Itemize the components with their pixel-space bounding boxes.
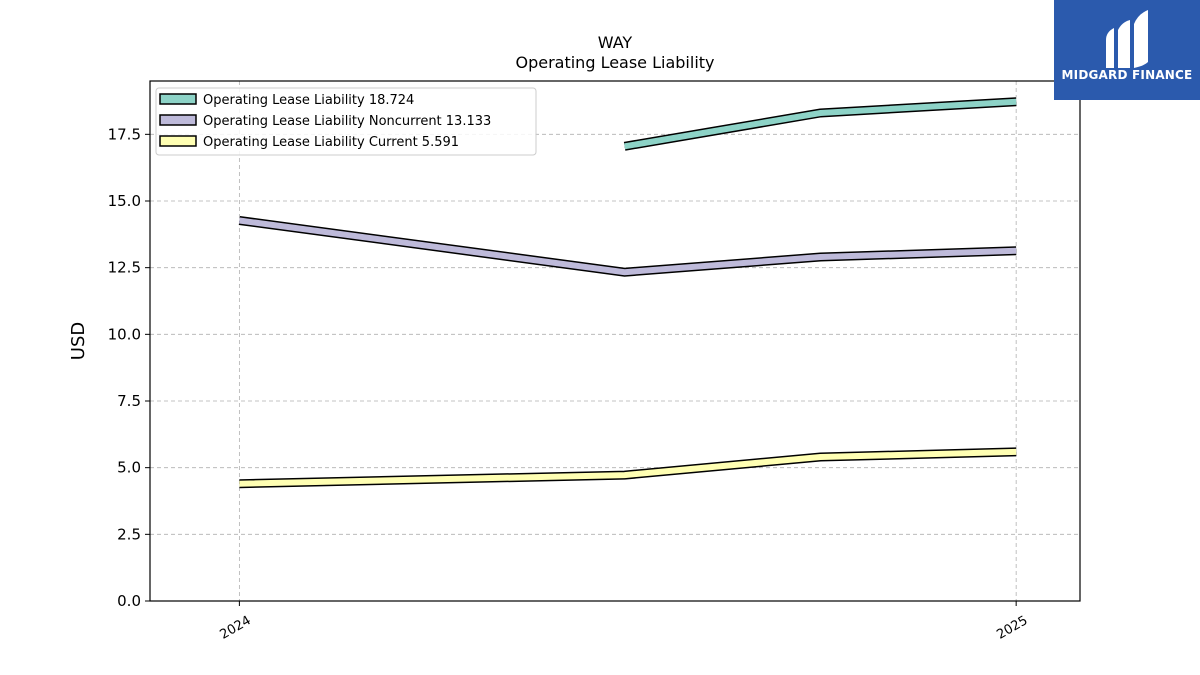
legend: Operating Lease Liability 18.724 Operatin… <box>155 87 537 156</box>
y-tick-label: 2.5 <box>117 525 141 543</box>
legend-entry-label: Operating Lease Liability Current 5.591 <box>203 135 459 150</box>
legend-entry-label: Operating Lease Liability 18.724 <box>203 93 414 108</box>
legend-swatch <box>159 114 197 126</box>
y-tick-label: 0.0 <box>117 592 141 610</box>
brand-logo: MIDGARD FINANCE <box>1054 0 1200 100</box>
plot-frame <box>149 80 1081 602</box>
legend-swatch <box>159 135 197 147</box>
y-tick-label: 5.0 <box>117 459 141 477</box>
chart-title: WAY <box>598 33 633 52</box>
y-tick-label: 10.0 <box>108 325 141 343</box>
x-axis-ticks: 2024 2025 <box>218 601 1030 643</box>
y-axis-label: USD <box>68 322 89 360</box>
y-tick-label: 17.5 <box>108 125 141 143</box>
y-axis-ticks: 0.0 2.5 5.0 7.5 10.0 12.5 15.0 17.5 <box>108 125 150 610</box>
chart-subtitle: Operating Lease Liability <box>515 53 714 72</box>
x-tick-label: 2024 <box>218 613 254 643</box>
brand-logo-text: MIDGARD FINANCE <box>1061 68 1193 82</box>
series-line <box>624 98 1017 150</box>
y-tick-label: 15.0 <box>108 192 141 210</box>
y-tick-label: 7.5 <box>117 392 141 410</box>
series-line-outline <box>623 97 1017 151</box>
series-line-outline <box>238 216 1017 277</box>
legend-entry-label: Operating Lease Liability Noncurrent 13.… <box>203 114 491 129</box>
y-tick-label: 12.5 <box>108 259 141 277</box>
series-line <box>239 217 1017 276</box>
series-line <box>239 448 1017 487</box>
series-layer <box>238 97 1017 489</box>
legend-box <box>155 87 537 156</box>
grid-lines <box>150 81 1080 602</box>
legend-swatch <box>159 93 197 105</box>
brand-logo-icon <box>1106 10 1148 68</box>
x-tick-label: 2025 <box>994 613 1030 643</box>
